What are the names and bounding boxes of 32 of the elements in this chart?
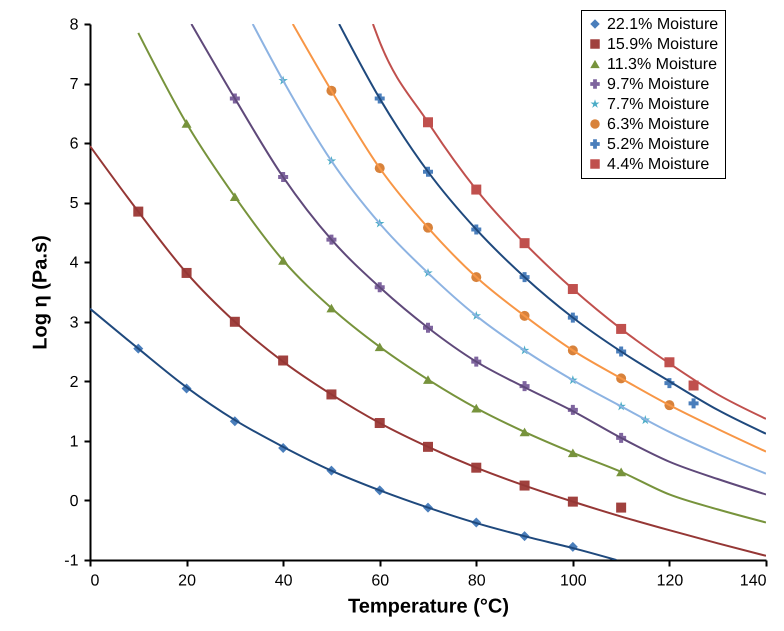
x-tick-label: 40: [274, 572, 293, 590]
x-tick-label: 120: [656, 572, 684, 590]
x-tick-label: 140: [740, 572, 767, 590]
point: [688, 380, 699, 390]
legend-label: 22.1% Moisture: [607, 16, 718, 33]
legend-label: 6.3% Moisture: [607, 116, 710, 133]
y-tick-label: 2: [70, 374, 79, 391]
x-tick-label: 0: [90, 572, 100, 590]
y-tick-label: 3: [70, 314, 79, 332]
legend-label: 7.7% Moisture: [607, 96, 710, 113]
legend-label: 4.4% Moisture: [607, 156, 710, 173]
x-axis-title: Temperature (°C): [348, 596, 509, 618]
legend-label: 11.3% Moisture: [607, 56, 718, 73]
x-tick-label: 20: [178, 572, 196, 590]
y-tick-label: 7: [70, 76, 79, 94]
point: [688, 398, 699, 408]
x-tick-label: 100: [560, 572, 587, 590]
y-tick-label: -1: [64, 552, 79, 570]
y-tick-label: 1: [70, 433, 79, 450]
legend-label: 15.9% Moisture: [607, 36, 718, 53]
y-tick-label: 6: [70, 136, 79, 153]
y-tick-label: 8: [70, 16, 79, 34]
y-axis-title: Log η (Pa.s): [29, 235, 52, 350]
y-tick-label: 4: [70, 254, 79, 272]
x-tick-label: 80: [468, 572, 486, 590]
x-tick-label: 60: [371, 572, 390, 590]
y-tick-label: 0: [70, 492, 79, 510]
y-tick-label: 5: [70, 195, 79, 212]
legend-label: 9.7% Moisture: [607, 76, 710, 93]
point: [616, 502, 626, 513]
legend-label: 5.2% Moisture: [607, 136, 710, 153]
line-series: [90, 308, 618, 560]
